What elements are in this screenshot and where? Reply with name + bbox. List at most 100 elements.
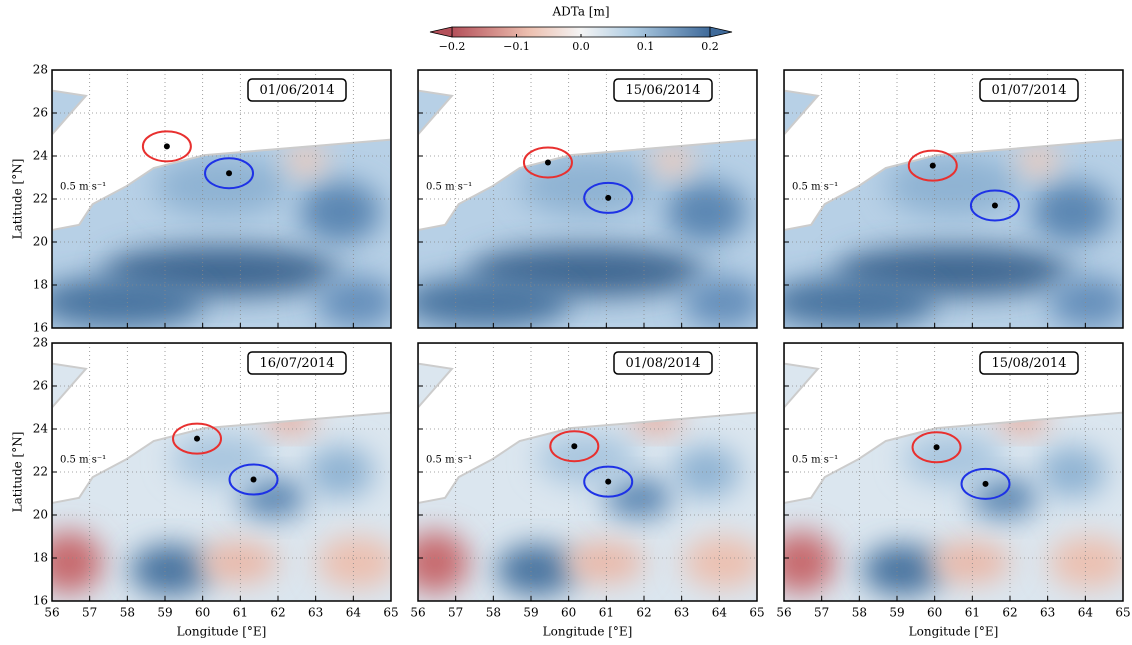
field-blob (604, 477, 673, 519)
eddy-contour (141, 130, 192, 163)
land (52, 70, 391, 231)
field-blob (285, 144, 327, 176)
x-tick-label: 64 (712, 606, 728, 620)
x-tick-label: 59 (523, 606, 538, 620)
field-blob (1048, 536, 1123, 589)
eddy-center (163, 143, 170, 150)
axes-frame (417, 342, 758, 602)
x-tick-label: 61 (599, 606, 614, 620)
eddy-contour (583, 465, 634, 498)
date-label: 01/08/2014 (626, 356, 701, 371)
x-tick-label: 63 (1040, 606, 1055, 620)
y-tick-label: 28 (33, 63, 48, 77)
field-blob (682, 276, 757, 328)
eddy-center (571, 443, 578, 450)
field-blob (861, 544, 944, 596)
y-tick-label: 22 (33, 465, 48, 479)
date-label: 01/07/2014 (992, 83, 1067, 98)
field-blob (52, 531, 103, 594)
eddy-center (194, 435, 201, 442)
field-blob (316, 536, 391, 589)
x-tick-label: 62 (270, 606, 285, 620)
x-tick-label: 62 (636, 606, 651, 620)
field-blob (682, 536, 757, 589)
land (784, 70, 1123, 231)
axes-frame (783, 69, 1124, 329)
field-blob (418, 276, 571, 328)
x-tick-label: 60 (195, 606, 210, 620)
eddy-contour (228, 463, 279, 496)
date-box (247, 351, 347, 375)
field-blob (784, 531, 835, 594)
field-blob (929, 541, 1012, 583)
date-label: 01/06/2014 (260, 83, 335, 98)
field-blob (665, 180, 747, 243)
eddy-contour (549, 430, 600, 463)
field-blob (129, 544, 212, 596)
x-tick-label: 61 (233, 606, 248, 620)
eddy-center (226, 170, 233, 177)
eddy-contour (911, 431, 962, 464)
date-box (613, 351, 713, 375)
x-tick-label: 56 (44, 606, 59, 620)
eddy-contour (204, 157, 255, 190)
scale-label: 0.5 m s⁻¹ (426, 182, 472, 193)
eddy-center (250, 476, 257, 483)
x-tick-label: 58 (486, 606, 501, 620)
eddy-contour (960, 467, 1011, 500)
field-blob (563, 541, 646, 583)
eddy-center (544, 159, 551, 166)
field-blob (316, 276, 391, 328)
x-tick-label: 59 (157, 606, 172, 620)
eddy-center (991, 202, 998, 209)
y-tick-label: 24 (33, 422, 49, 436)
x-tick-label: 56 (410, 606, 425, 620)
eddy-contour (969, 189, 1020, 222)
field-blob (784, 276, 937, 328)
eddy-center (933, 444, 940, 451)
colorbar-tick-label: 0.0 (572, 40, 590, 53)
panel: 56 57 58 59 60 61 62 63 64 65 01/08/2014 0.5 m s⁻¹ L… (410, 342, 765, 639)
field-blob (495, 544, 578, 596)
y-tick-label: 18 (33, 278, 48, 292)
date-label: 16/07/2014 (260, 356, 335, 371)
field-blob (197, 541, 280, 583)
scale-label: 0.5 m s⁻¹ (60, 182, 106, 193)
field-blob (970, 477, 1039, 519)
x-axis-label: Longitude [°E] (543, 625, 633, 639)
colorbar-label: ADTa [m] (551, 5, 609, 19)
colorbar-tick-label: −0.2 (439, 40, 466, 53)
land (418, 70, 757, 231)
x-tick-label: 65 (1115, 606, 1130, 620)
panel: 15/06/2014 0.5 m s⁻¹ (417, 69, 758, 329)
land (784, 343, 1123, 504)
colorbar-tick-label: 0.1 (637, 40, 655, 53)
y-tick-label: 22 (33, 192, 48, 206)
date-label: 15/06/2014 (626, 83, 701, 98)
land (418, 343, 757, 504)
axes-frame (417, 69, 758, 329)
field-blob (651, 144, 693, 176)
eddy-center (982, 480, 989, 487)
field-blob (418, 531, 469, 594)
eddy-contour (907, 149, 958, 182)
axes-frame (783, 342, 1124, 602)
scale-label: 0.5 m s⁻¹ (792, 182, 838, 193)
y-tick-label: 26 (33, 379, 48, 393)
eddy-center (605, 194, 612, 201)
field-blob (299, 180, 381, 243)
x-tick-label: 59 (889, 606, 904, 620)
field-blob (1048, 276, 1123, 328)
axes-frame (51, 69, 392, 329)
eddy-contour (522, 146, 573, 179)
x-tick-label: 64 (346, 606, 362, 620)
y-axis-label: Latitude [°N] (11, 432, 25, 513)
x-tick-label: 62 (1002, 606, 1017, 620)
field-blob (1017, 144, 1059, 176)
field-blob (238, 477, 307, 519)
adt-field (52, 70, 391, 328)
y-tick-label: 24 (33, 149, 49, 163)
y-tick-label: 28 (33, 336, 48, 350)
y-axis-label: Latitude [°N] (11, 159, 25, 240)
field-blob (519, 155, 656, 218)
